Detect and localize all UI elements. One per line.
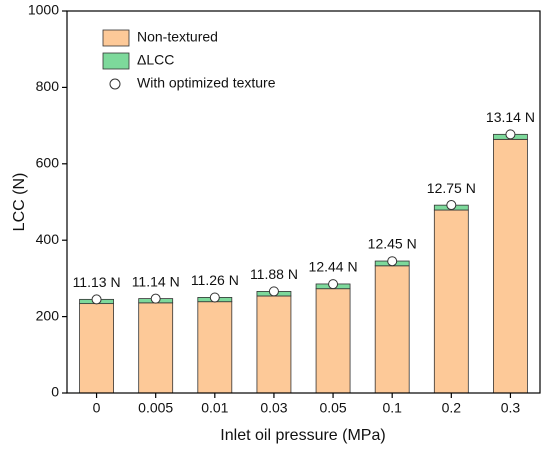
- y-tick-label: 1000: [28, 2, 59, 18]
- legend-marker: [109, 78, 121, 90]
- marker: [387, 256, 398, 267]
- x-tick-label: 0.05: [319, 400, 346, 416]
- data-label: 11.13 N: [73, 274, 121, 290]
- x-tick-label: 0.005: [138, 400, 173, 416]
- marker: [209, 292, 220, 303]
- legend-label: Non-textured: [137, 29, 218, 45]
- data-label: 11.88 N: [250, 266, 298, 282]
- data-label: 11.14 N: [132, 273, 180, 289]
- x-tick-label: 0: [93, 400, 101, 416]
- marker: [328, 279, 339, 290]
- data-label: 13.14 N: [486, 109, 535, 125]
- legend-label: ΔLCC: [137, 52, 174, 68]
- data-label: 12.75 N: [427, 180, 476, 196]
- y-tick-label: 800: [36, 78, 60, 94]
- x-tick-label: 0.01: [201, 400, 228, 416]
- x-axis-label: Inlet oil pressure (MPa): [220, 427, 385, 444]
- y-tick-label: 400: [36, 231, 60, 247]
- x-tick-label: 0.1: [382, 400, 402, 416]
- bar-segment: [433, 209, 469, 394]
- x-tick-label: 0.2: [442, 400, 462, 416]
- legend-label: With optimized texture: [137, 75, 276, 91]
- marker: [268, 286, 279, 297]
- bar-segment: [493, 138, 528, 394]
- data-label: 11.26 N: [191, 272, 239, 288]
- marker: [446, 200, 457, 211]
- marker: [505, 129, 516, 140]
- y-tick-label: 0: [51, 384, 59, 400]
- bar-segment: [374, 265, 410, 394]
- bar-segment: [315, 288, 351, 394]
- legend-swatch: [102, 52, 130, 70]
- bar-segment: [197, 301, 233, 394]
- y-tick-label: 200: [36, 307, 60, 323]
- bar-segment: [256, 295, 292, 394]
- x-tick-label: 0.03: [260, 400, 287, 416]
- x-tick-label: 0.3: [501, 400, 521, 416]
- plot-frame: [66, 10, 541, 394]
- marker: [150, 293, 161, 304]
- y-tick-label: 600: [36, 155, 60, 171]
- bar-segment: [138, 302, 174, 394]
- y-axis-label: LCC (N): [11, 173, 28, 232]
- bar-segment: [79, 303, 114, 394]
- marker: [91, 294, 102, 305]
- data-label: 12.45 N: [368, 236, 417, 252]
- data-label: 12.44 N: [309, 259, 358, 275]
- legend-swatch: [102, 29, 130, 47]
